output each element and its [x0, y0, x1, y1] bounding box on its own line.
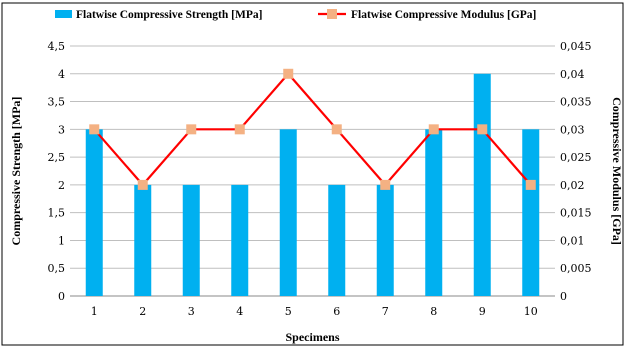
bar	[85, 129, 103, 296]
legend-label-strength: Flatwise Compressive Strength [MPa]	[76, 9, 262, 21]
line-point	[380, 179, 391, 190]
bar	[182, 184, 200, 296]
y2-tick-label: 0,03	[560, 123, 585, 136]
y-tick-label: 3	[58, 123, 65, 136]
y2-tick-label: 0,04	[560, 68, 585, 81]
x-tick-label: 3	[188, 305, 195, 318]
bar	[231, 184, 249, 296]
x-tick-label: 7	[382, 305, 389, 318]
line-point	[186, 124, 197, 135]
bar-series	[85, 73, 540, 297]
line-point	[89, 124, 100, 135]
line-point	[137, 179, 148, 190]
x-tick-label: 4	[236, 305, 243, 318]
y2-tick-label: 0,045	[560, 40, 592, 53]
y-tick-label: 4	[58, 68, 65, 81]
y2-axis-title: Compressive Modulus [GPa]	[610, 97, 624, 245]
y-tick-label: 0,5	[48, 262, 66, 275]
line-point	[331, 124, 342, 135]
y-tick-label: 2	[58, 179, 65, 192]
y-tick-label: 2,5	[48, 151, 66, 164]
x-tick-label: 8	[430, 305, 437, 318]
bar	[279, 129, 297, 296]
bar	[522, 129, 540, 296]
bar	[134, 184, 152, 296]
x-tick-label: 1	[91, 305, 98, 318]
legend-swatch-strength	[55, 10, 72, 18]
line-point	[283, 68, 294, 79]
y-tick-label: 3,5	[48, 96, 66, 109]
legend-marker-modulus	[327, 9, 337, 19]
bar	[473, 73, 491, 297]
series-line	[93, 72, 532, 186]
x-tick-label: 10	[524, 305, 538, 318]
y-tick-label: 1	[58, 234, 65, 247]
y-tick-label: 1,5	[48, 207, 66, 220]
y-tick-label: 0	[58, 290, 65, 303]
y2-tick-label: 0,01	[560, 234, 585, 247]
y-axis-title: Compressive Strength [MPa]	[9, 97, 23, 246]
line-point	[477, 124, 488, 135]
y2-tick-label: 0,02	[560, 179, 585, 192]
x-tick-label: 2	[139, 305, 146, 318]
line-series	[89, 68, 536, 190]
y2-tick-label: 0,025	[560, 151, 592, 164]
y2-tick-label: 0,005	[560, 262, 592, 275]
x-tick-label: 6	[333, 305, 340, 318]
x-tick-label: 5	[285, 305, 292, 318]
y-tick-label: 4,5	[48, 40, 66, 53]
bar	[376, 184, 394, 296]
bar	[328, 184, 346, 296]
y2-tick-label: 0	[560, 290, 567, 303]
axis-ticks: 0 0 0,5 0,005 1 0,01 1,5 0,015 2 0,02 2,5 0,025 3 0,0…	[48, 40, 592, 318]
line-point	[234, 124, 245, 135]
x-tick-label: 9	[479, 305, 486, 318]
legend: Flatwise Compressive Strength [MPa] Flat…	[55, 9, 536, 21]
line-point	[525, 179, 536, 190]
y2-tick-label: 0,015	[560, 207, 592, 220]
y2-tick-label: 0,035	[560, 96, 592, 109]
x-axis-title: Specimens	[286, 330, 340, 344]
line-point	[428, 124, 439, 135]
legend-label-modulus: Flatwise Compressive Modulus [GPa]	[351, 9, 536, 21]
bar	[425, 129, 443, 296]
